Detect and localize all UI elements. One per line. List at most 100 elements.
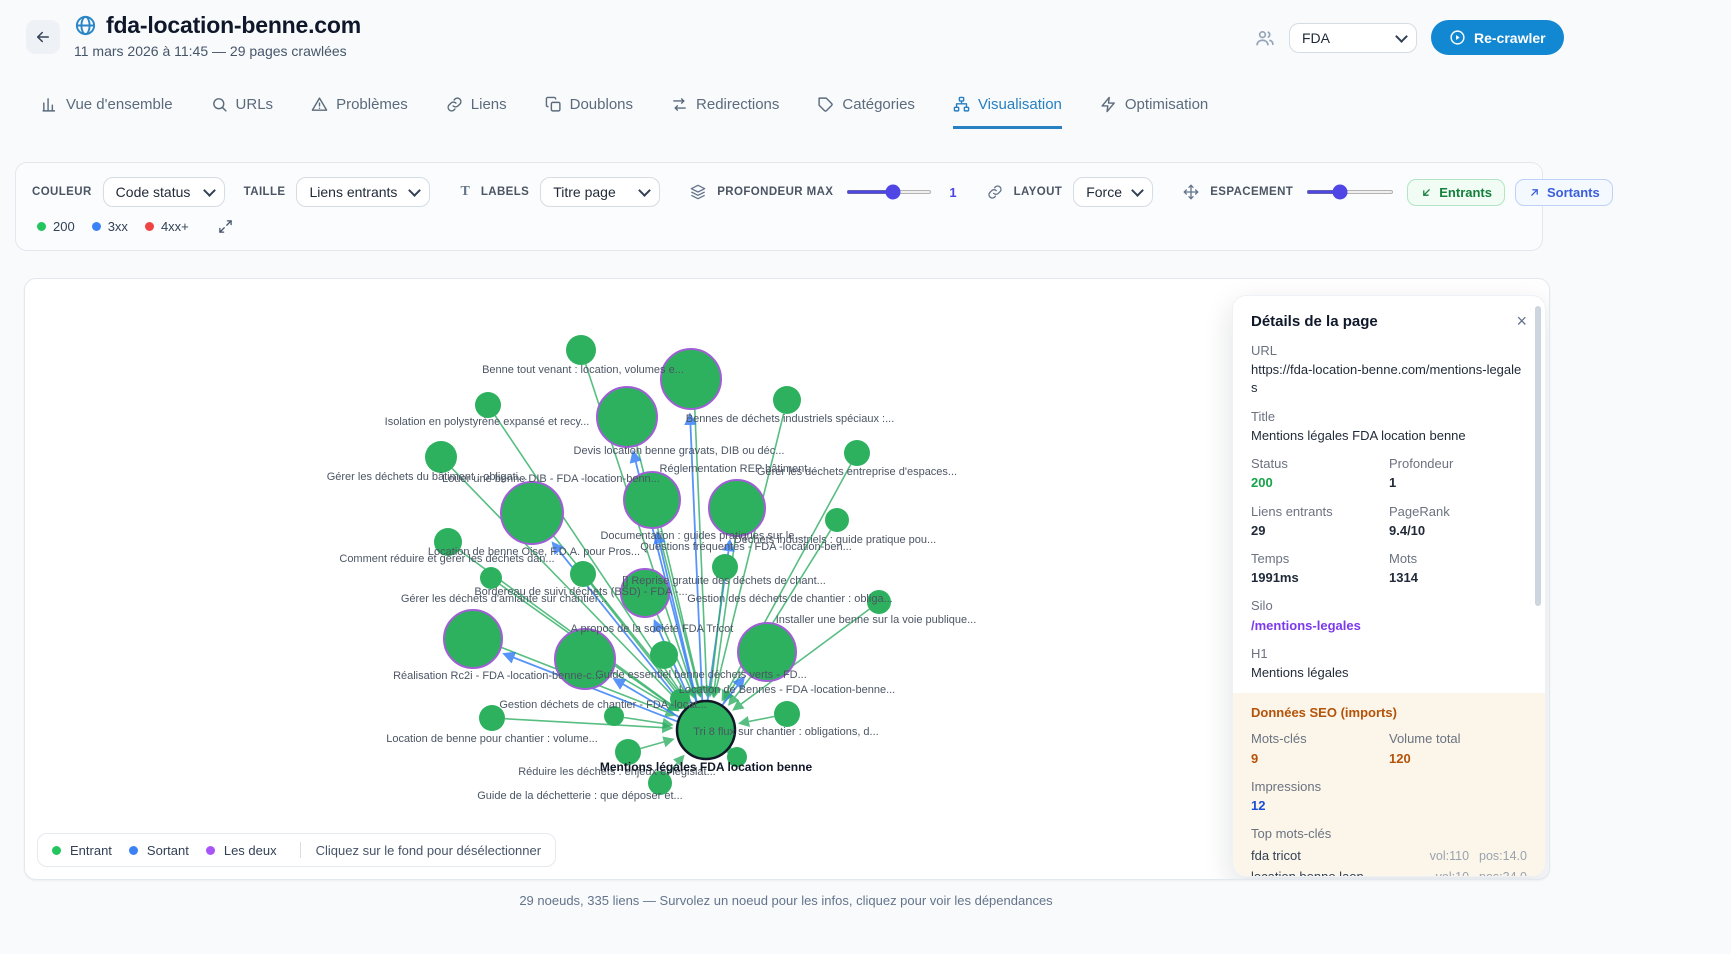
couleur-label: COULEUR [32,186,92,198]
sitemap-icon [953,96,970,112]
page-title: fda-location-benne.com [106,12,362,38]
couleur-select[interactable]: Code status [102,177,225,207]
tab-problemes[interactable]: Problèmes [311,96,408,129]
taille-select[interactable]: Liens entrants [296,177,431,207]
node-label: Location de benne pour chantier : volume… [386,733,598,745]
node-label: Bennes de déchets industriels spéciaux :… [686,413,895,425]
mots-cles-value: 9 [1251,750,1259,766]
profondeur-slider[interactable] [846,190,933,194]
graph-node[interactable] [648,771,672,795]
keyword: fda tricot [1251,848,1301,864]
globe-icon [74,14,97,37]
node-label: Tri 8 flux sur chantier : obligations, d… [693,726,878,738]
graph-node[interactable] [867,590,891,614]
recrawl-label: Re-crawler [1474,29,1546,46]
graph-node[interactable] [615,739,641,765]
node-label: Isolation en polystyrène expansé et recy… [385,416,590,428]
graph-node[interactable] [844,440,870,466]
node-label: Gérer les déchets du bâtiment : obligati… [327,471,528,483]
liens-entrants-value: 29 [1251,522,1266,538]
graph-node[interactable] [500,481,564,545]
tab-categories[interactable]: Catégories [817,96,915,129]
graph-node[interactable] [825,508,849,532]
node-label: Location de benne Oise, F.D.A. pour Pros… [428,546,640,558]
profondeur-stat-value: 1 [1389,475,1397,491]
tab-visualisation[interactable]: Visualisation [952,96,1062,129]
graph-node[interactable] [480,567,502,589]
arrow-down-left-icon [1423,188,1431,196]
alert-triangle-icon [311,97,328,111]
entrants-filter-button[interactable]: Entrants [1407,178,1505,206]
node-label: Louer une benne DIB - FDA -location-benn… [442,473,660,485]
graph-node[interactable] [737,622,797,682]
graph-node[interactable] [475,392,501,418]
header-actions: FDA Re-crawler [1255,20,1564,55]
back-button[interactable] [26,20,60,54]
project-select-wrap: FDA [1289,22,1417,53]
graph-svg[interactable]: Benne tout venant : location, volumes e.… [25,279,1547,877]
mots-cles-label: Mots-clés [1251,731,1307,747]
status-dot-4xx [144,222,154,231]
graph-node[interactable] [425,441,457,473]
status-dot-3xx [91,222,101,231]
node-label: Gestion déchets de chantier - FDA -locat… [499,699,706,711]
tab-redirections[interactable]: Redirections [671,96,779,129]
h1-label: H1 [1251,645,1268,661]
layout-select[interactable]: Force [1073,177,1154,207]
graph-node[interactable] [604,706,624,726]
tab-doublons[interactable]: Doublons [545,96,633,129]
graph-node[interactable] [670,689,690,709]
graph-node[interactable] [650,641,678,669]
graph-node-selected[interactable] [675,699,737,761]
profondeur-stat-label: Profondeur [1389,456,1454,472]
graph-node[interactable] [712,554,738,580]
node-label: Benne tout venant : location, volumes e.… [482,364,684,376]
close-icon[interactable]: × [1516,311,1527,331]
node-label: Gérer les déchets entreprise d'espaces..… [757,466,957,478]
tab-urls[interactable]: URLs [211,96,274,129]
sortants-filter-button[interactable]: Sortants [1514,178,1613,206]
graph-node[interactable] [434,528,462,556]
graph-node[interactable] [566,335,596,365]
details-title: Détails de la page [1251,312,1378,330]
graph-node[interactable] [554,628,616,690]
graph-node[interactable] [479,705,505,731]
graph-node[interactable] [773,386,801,414]
keyword-position: pos:14.0 [1479,849,1527,864]
url-label: URL [1251,343,1278,358]
tab-vue-densemble[interactable]: Vue d'ensemble [41,96,173,129]
node-label: Documentation : guides pratiques sur le.… [600,530,803,542]
graph-node[interactable] [727,747,747,767]
graph-node[interactable] [623,471,681,529]
fullscreen-icon[interactable] [218,219,233,234]
tab-optimisation[interactable]: Optimisation [1100,96,1208,129]
liens-entrants-label: Liens entrants [1251,503,1333,519]
tab-liens[interactable]: Liens [446,96,507,129]
graph-node[interactable] [596,386,658,448]
sortant-dot [128,845,138,855]
tab-label: Vue d'ensemble [66,96,173,113]
espacement-slider[interactable] [1306,190,1395,194]
silo-value[interactable]: /mentions-legales [1251,617,1361,633]
scrollbar[interactable] [1535,306,1541,606]
text-label-icon: T [460,184,470,199]
sortant-label: Sortant [146,842,189,858]
node-label: Mentions légales FDA location benne [600,760,813,774]
recrawl-button[interactable]: Re-crawler [1431,20,1564,55]
graph-node[interactable] [708,479,766,537]
status-value: 200 [1251,475,1273,491]
keyword: location benne laon [1251,868,1364,877]
deselect-hint: Cliquez sur le fond pour désélectionner [315,842,542,858]
graph-node[interactable] [443,609,503,669]
project-select[interactable]: FDA [1289,22,1417,53]
entrants-label: Entrants [1439,184,1492,200]
tab-label: URLs [235,96,274,113]
graph-node[interactable] [774,701,800,727]
keyword-row: fda tricot vol:110 pos:14.0 [1251,846,1527,866]
graph-node[interactable] [660,348,722,410]
top-keywords-label: Top mots-clés [1251,826,1332,842]
graph-node[interactable] [620,568,670,618]
labels-select[interactable]: Titre page [540,177,661,207]
graph-node[interactable] [570,561,596,587]
